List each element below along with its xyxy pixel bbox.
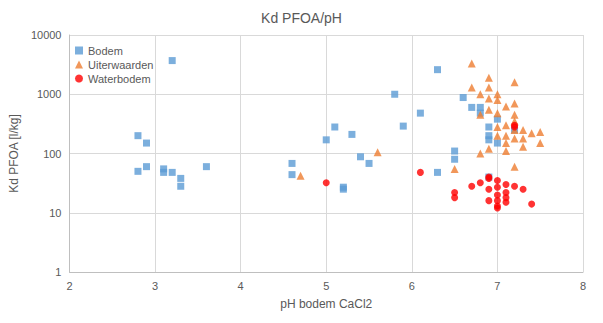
svg-text:6: 6 — [409, 280, 415, 292]
svg-text:Waterbodem: Waterbodem — [88, 73, 151, 85]
svg-text:Kd PFOA [l/kg]: Kd PFOA [l/kg] — [7, 114, 21, 193]
svg-text:Uiterwaarden: Uiterwaarden — [88, 59, 153, 71]
svg-text:2: 2 — [66, 280, 72, 292]
svg-text:10000: 10000 — [31, 29, 62, 41]
svg-text:10: 10 — [49, 207, 61, 219]
svg-text:4: 4 — [238, 280, 244, 292]
svg-text:Bodem: Bodem — [88, 45, 123, 57]
svg-text:100: 100 — [43, 148, 61, 160]
svg-text:5: 5 — [323, 280, 329, 292]
svg-text:7: 7 — [494, 280, 500, 292]
svg-text:1000: 1000 — [37, 88, 61, 100]
svg-text:1: 1 — [55, 266, 61, 278]
svg-text:pH bodem CaCl2: pH bodem CaCl2 — [280, 297, 372, 311]
svg-text:Kd PFOA/pH: Kd PFOA/pH — [261, 10, 342, 26]
svg-text:8: 8 — [580, 280, 586, 292]
svg-text:3: 3 — [152, 280, 158, 292]
